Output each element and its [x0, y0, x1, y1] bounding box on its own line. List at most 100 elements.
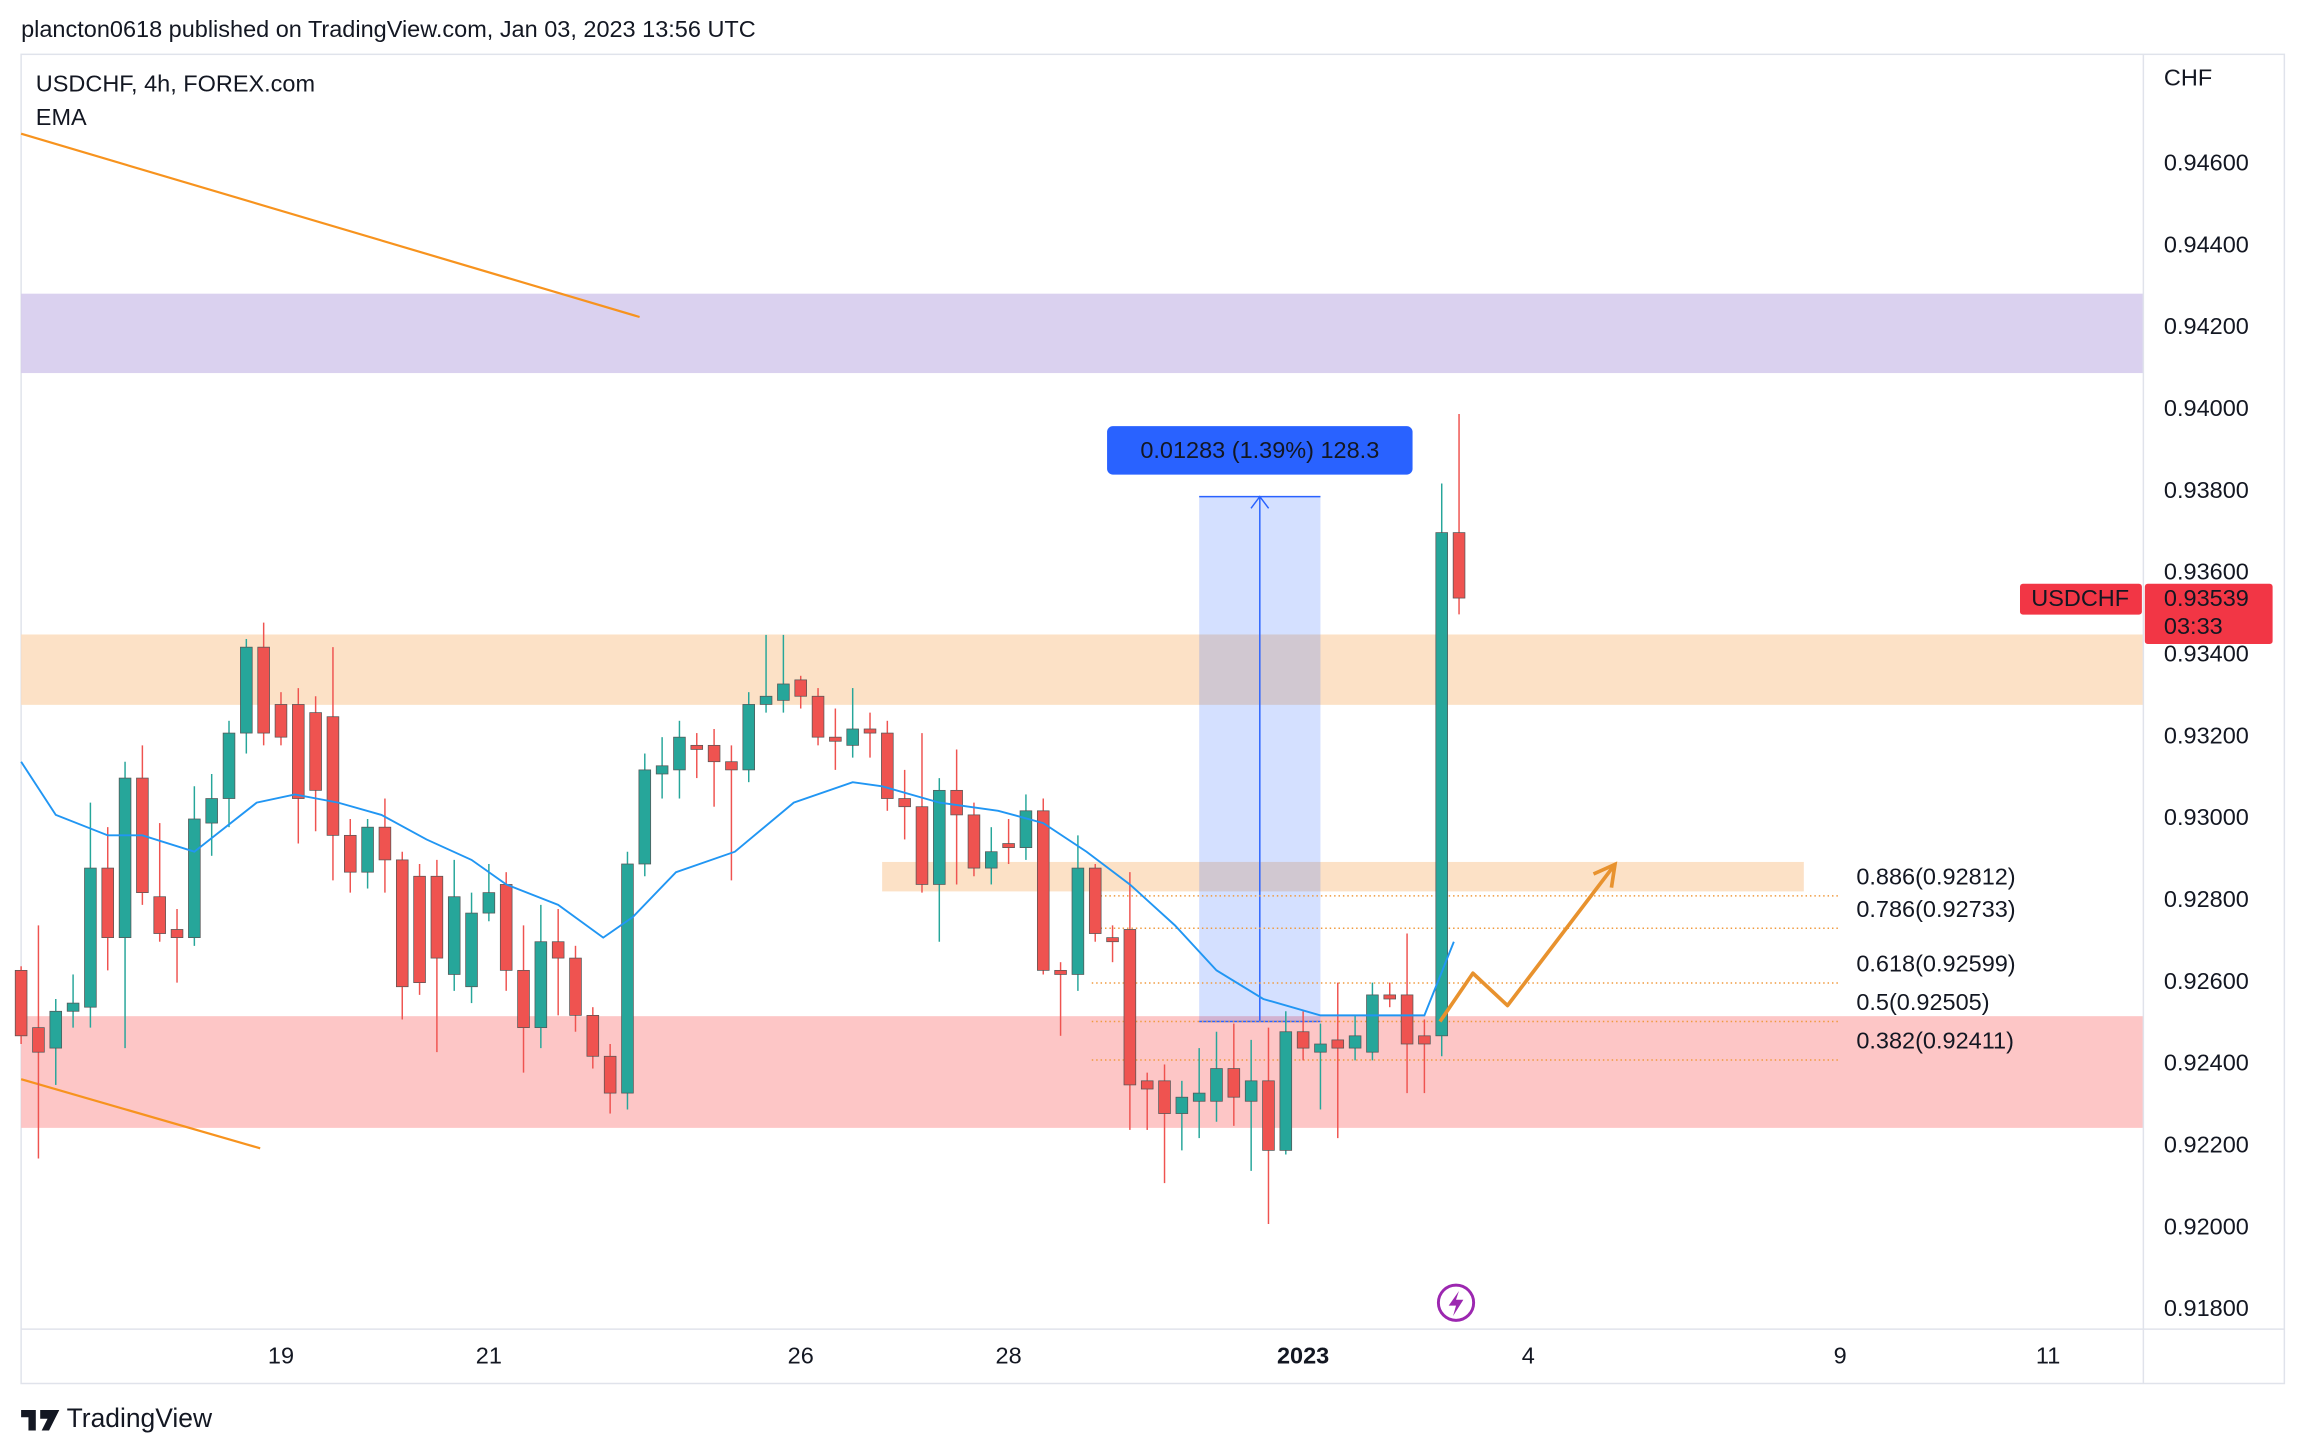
publish-header: plancton0618 published on TradingView.co… — [21, 16, 756, 42]
candle-body — [1348, 1035, 1362, 1049]
y-tick-label: 0.92000 — [2164, 1213, 2249, 1239]
candle-body — [1106, 937, 1119, 943]
candle-body — [430, 875, 444, 959]
candle-body — [257, 646, 270, 734]
measure-label: 0.01283 (1.39%) 128.3 — [1140, 437, 1379, 463]
candle-body — [413, 875, 426, 984]
candle-body — [361, 826, 374, 873]
candle-body — [1210, 1068, 1223, 1102]
candle-body — [1331, 1039, 1345, 1049]
fib-label: 0.618(0.92599) — [1856, 951, 2015, 977]
candle-body — [309, 712, 322, 791]
candle-body — [101, 867, 114, 939]
drawings-background: 0.886(0.92812) 0.786(0.92733) 0.618(0.9259… — [20, 132, 2144, 1150]
candle-body — [898, 798, 911, 808]
x-tick-label: 11 — [2036, 1342, 2060, 1368]
y-tick-label: 0.92200 — [2164, 1131, 2249, 1157]
price-tag-value: 0.93539 — [2164, 585, 2249, 611]
candle-body — [933, 789, 946, 885]
measure-arrow-head — [1250, 495, 1270, 509]
y-tick-label: 0.93800 — [2164, 477, 2249, 503]
candle-body — [188, 818, 201, 939]
projection-path — [1438, 863, 1617, 1023]
candle-body — [1400, 994, 1414, 1045]
candle-body — [222, 732, 236, 799]
fib-label: 0.786(0.92733) — [1856, 896, 2015, 922]
candle-body — [534, 941, 548, 1029]
x-tick-label: 4 — [1522, 1342, 1535, 1368]
x-tick-label: 21 — [476, 1342, 502, 1368]
x-tick-label: 9 — [1834, 1342, 1847, 1368]
candle-body — [326, 716, 340, 836]
brand-name: TradingView — [67, 1403, 213, 1433]
candle-body — [742, 704, 755, 771]
zone — [21, 634, 2144, 705]
candle-body — [292, 704, 305, 799]
y-tick-label: 0.94200 — [2164, 313, 2249, 339]
x-tick-label: 2023 — [1277, 1342, 1329, 1368]
candle-body — [1279, 1031, 1293, 1151]
candle-body — [811, 695, 825, 738]
candle-body — [118, 777, 132, 939]
candle-body — [915, 806, 929, 885]
candle-body — [985, 851, 998, 869]
candle-body — [846, 728, 859, 746]
candle-body — [794, 679, 807, 697]
plot — [14, 413, 1618, 1225]
zone — [882, 861, 1804, 892]
candle-body — [1088, 867, 1102, 934]
frame — [20, 53, 2286, 1385]
candle-body — [690, 744, 704, 750]
candle-body — [655, 765, 669, 775]
y-tick-label: 0.93200 — [2164, 722, 2249, 748]
ema-line — [20, 761, 1455, 1017]
y-tick-label: 0.94000 — [2164, 395, 2249, 421]
indicator-name: EMA — [36, 104, 87, 130]
candle-body — [49, 1010, 63, 1049]
y-tick-label: 0.93000 — [2164, 804, 2249, 830]
candle-body — [777, 683, 790, 701]
candle-body — [395, 859, 409, 988]
candle-body — [673, 736, 686, 771]
y-tick-label: 0.93400 — [2164, 641, 2249, 667]
x-tick-label: 28 — [996, 1342, 1022, 1368]
candle-body — [240, 646, 253, 734]
candle-body — [205, 798, 218, 824]
y-tick-label: 0.94400 — [2164, 231, 2249, 257]
price-tag-countdown: 03:33 — [2164, 613, 2223, 639]
candle-body — [881, 732, 894, 799]
candle-body — [829, 736, 842, 742]
trend-line — [20, 132, 640, 319]
candle-body — [1158, 1080, 1171, 1114]
candle-body — [517, 969, 530, 1029]
candle-body — [1296, 1031, 1310, 1049]
candle-body — [1140, 1080, 1154, 1090]
candle-body — [1383, 994, 1397, 1000]
chart-title: USDCHF, 4h, FOREX.com — [36, 70, 315, 96]
event-icon[interactable] — [1436, 1283, 1476, 1322]
candle-body — [482, 892, 496, 914]
candle-body — [66, 1002, 80, 1012]
x-tick-label: 26 — [788, 1342, 814, 1368]
y-tick-label: 0.92400 — [2164, 1050, 2249, 1076]
candle-body — [1262, 1080, 1275, 1151]
candle-body — [14, 969, 28, 1037]
zone — [21, 293, 2144, 374]
candle-body — [1435, 532, 1448, 1037]
candle-body — [863, 728, 877, 734]
candle-body — [950, 789, 963, 816]
trend-line — [20, 1078, 261, 1150]
candle-body — [32, 1027, 45, 1053]
candle-body — [759, 695, 773, 705]
y-tick-label: 0.94600 — [2164, 150, 2249, 176]
candle-body — [1192, 1092, 1206, 1102]
y-tick-label: 0.91800 — [2164, 1295, 2249, 1321]
candle-body — [170, 929, 184, 939]
candle-body — [1071, 867, 1085, 975]
candle-body — [84, 867, 97, 1008]
candle-body — [638, 769, 652, 865]
candle-body — [153, 896, 166, 934]
y-tick-label: 0.92600 — [2164, 968, 2249, 994]
